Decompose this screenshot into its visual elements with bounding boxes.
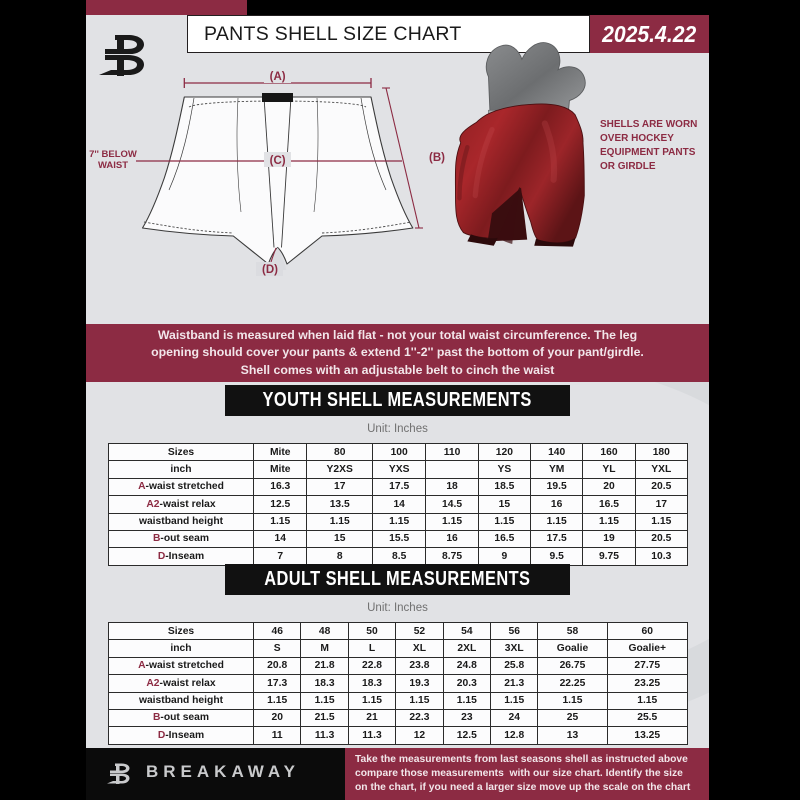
svg-text:WAIST: WAIST	[98, 160, 128, 171]
svg-text:OR GIRDLE: OR GIRDLE	[600, 161, 656, 172]
svg-text:EQUIPMENT PANTS: EQUIPMENT PANTS	[600, 147, 696, 158]
svg-text:(B): (B)	[429, 152, 445, 164]
svg-text:OVER HOCKEY: OVER HOCKEY	[600, 133, 674, 144]
svg-text:(A): (A)	[270, 71, 286, 83]
svg-text:(C): (C)	[270, 155, 286, 167]
svg-text:SHELLS ARE WORN: SHELLS ARE WORN	[600, 119, 697, 130]
svg-text:(D): (D)	[262, 264, 278, 276]
svg-text:7'' BELOW: 7'' BELOW	[89, 149, 137, 160]
